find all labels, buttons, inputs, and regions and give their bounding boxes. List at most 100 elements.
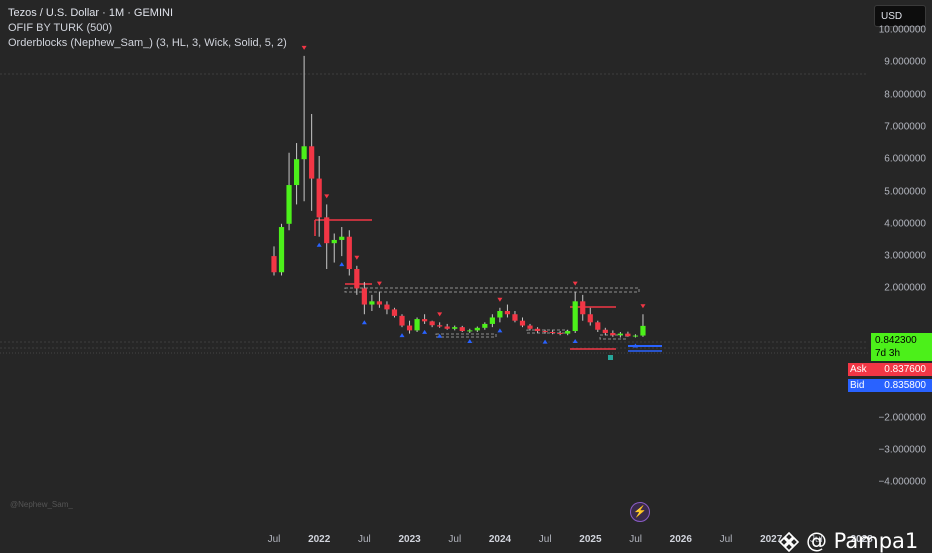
candle-up bbox=[497, 311, 503, 318]
candle-down bbox=[346, 236, 352, 270]
watermark-text: @ Pampa1 bbox=[806, 529, 919, 553]
candle-down bbox=[376, 301, 383, 305]
signal-square-marker bbox=[608, 355, 613, 360]
price-axis[interactable]: 10.000000 9.000000 8.000000 7.000000 6.00000… bbox=[868, 0, 932, 550]
candle-up bbox=[489, 317, 495, 324]
candle-up bbox=[452, 327, 458, 329]
candle-down bbox=[534, 328, 541, 332]
time-axis[interactable]: Jul 2022 Jul 2023 Jul 2024 Jul 2025 Jul 2026 Jul 20… bbox=[0, 526, 873, 550]
sell-signal-arrow bbox=[497, 297, 503, 302]
currency-button[interactable]: USD bbox=[874, 5, 926, 27]
price-tick: 6.000000 bbox=[884, 153, 926, 165]
sell-signal-arrow bbox=[572, 281, 578, 286]
candle-down bbox=[309, 146, 315, 179]
candle-up bbox=[467, 330, 473, 332]
buy-signal-arrow bbox=[632, 343, 638, 348]
time-label-year: 2028 bbox=[850, 534, 873, 545]
candle-down bbox=[504, 311, 511, 315]
candle-down bbox=[459, 327, 465, 332]
time-label-month: Jul bbox=[357, 534, 371, 545]
candle-up bbox=[331, 239, 337, 244]
time-label-year: 2024 bbox=[488, 534, 512, 545]
time-label-year: 2023 bbox=[398, 534, 421, 545]
price-tick: 3.000000 bbox=[884, 250, 926, 262]
candle-down bbox=[625, 333, 631, 337]
candle-up bbox=[278, 227, 285, 273]
candle-down bbox=[527, 325, 533, 329]
time-label-year: 2026 bbox=[669, 534, 692, 545]
ask-value: 0.837600 bbox=[884, 364, 926, 375]
candles-group bbox=[271, 55, 646, 338]
orderblock-zone-2 bbox=[435, 333, 497, 338]
buy-signal-arrow bbox=[339, 262, 345, 267]
price-tick: 7.000000 bbox=[884, 121, 926, 133]
candle-down bbox=[512, 314, 518, 321]
candle-down bbox=[354, 269, 360, 289]
candlestick-chart[interactable] bbox=[0, 0, 868, 526]
buy-signal-arrow bbox=[422, 329, 428, 334]
candle-down bbox=[361, 288, 367, 305]
ask-tag: Ask 0.837600 bbox=[848, 363, 932, 376]
price-tick: 4.000000 bbox=[884, 218, 926, 230]
time-label-year: 2025 bbox=[579, 534, 602, 545]
bid-label: Bid bbox=[850, 380, 865, 391]
time-label-month: Jul bbox=[809, 534, 823, 545]
candle-up bbox=[293, 159, 300, 186]
candle-down bbox=[406, 325, 413, 331]
time-label-year: 2022 bbox=[308, 534, 331, 545]
price-tick: 9.000000 bbox=[884, 56, 926, 68]
candle-down bbox=[384, 304, 390, 310]
candle-up bbox=[482, 323, 488, 328]
indicator-ofif[interactable]: OFIF BY TURK (500) bbox=[8, 22, 113, 34]
candle-up bbox=[286, 185, 292, 224]
buy-signal-arrow bbox=[467, 338, 473, 343]
sell-signal-arrow bbox=[354, 255, 360, 260]
bar-countdown: 7d 3h bbox=[875, 348, 901, 359]
candle-down bbox=[399, 315, 405, 326]
candle-up bbox=[474, 327, 480, 331]
indicator-orderblocks[interactable]: Orderblocks (Nephew_Sam_) (3, HL, 3, Wic… bbox=[8, 37, 287, 49]
candle-down bbox=[316, 178, 322, 218]
candle-down bbox=[437, 325, 443, 327]
time-label-month: Jul bbox=[629, 534, 642, 545]
buy-signal-arrow bbox=[316, 242, 322, 247]
lightning-icon[interactable]: ⚡ bbox=[630, 502, 650, 522]
candle-down bbox=[602, 329, 608, 333]
last-price-tag: 0.842300 7d 3h bbox=[871, 333, 932, 361]
bid-tag: Bid 0.835800 bbox=[848, 379, 932, 392]
buy-signal-arrow bbox=[542, 339, 548, 344]
symbol-title[interactable]: Tezos / U.S. Dollar · 1M · GEMINI bbox=[8, 7, 174, 19]
buy-signal-arrow bbox=[497, 328, 503, 333]
price-tick: 2.000000 bbox=[884, 282, 926, 294]
buy-signal-arrow bbox=[399, 333, 405, 338]
buy-signal-arrow bbox=[361, 320, 367, 325]
sell-signal-arrow bbox=[301, 45, 307, 50]
candle-down bbox=[444, 326, 450, 329]
price-tick: 10.000000 bbox=[878, 24, 926, 36]
price-tick: −4.000000 bbox=[878, 476, 926, 488]
candle-up bbox=[565, 331, 571, 334]
buy-signal-arrow bbox=[437, 333, 443, 338]
time-label-month: Jul bbox=[538, 534, 552, 545]
candle-down bbox=[595, 322, 601, 330]
sell-signal-arrow bbox=[640, 304, 646, 309]
price-tick: −3.000000 bbox=[878, 444, 926, 456]
candle-up bbox=[414, 319, 420, 331]
candle-down bbox=[587, 314, 593, 323]
candle-up bbox=[369, 301, 375, 305]
candle-down bbox=[610, 332, 616, 336]
sell-signal-arrow bbox=[324, 194, 330, 199]
candle-down bbox=[391, 309, 398, 316]
sell-signal-arrow bbox=[437, 312, 443, 317]
price-tick: 8.000000 bbox=[884, 89, 926, 101]
author-tag: @Nephew_Sam_ bbox=[10, 500, 73, 509]
time-label-month: Jul bbox=[448, 534, 462, 545]
price-tick: 5.000000 bbox=[884, 186, 926, 197]
candle-up bbox=[617, 333, 623, 336]
time-label-month: Jul bbox=[719, 534, 733, 545]
chart-legend: Tezos / U.S. Dollar · 1M · GEMINI OFIF B… bbox=[8, 6, 287, 51]
candle-down bbox=[550, 332, 556, 334]
candle-down bbox=[580, 301, 586, 315]
candle-down bbox=[429, 321, 435, 326]
candle-up bbox=[572, 301, 578, 332]
